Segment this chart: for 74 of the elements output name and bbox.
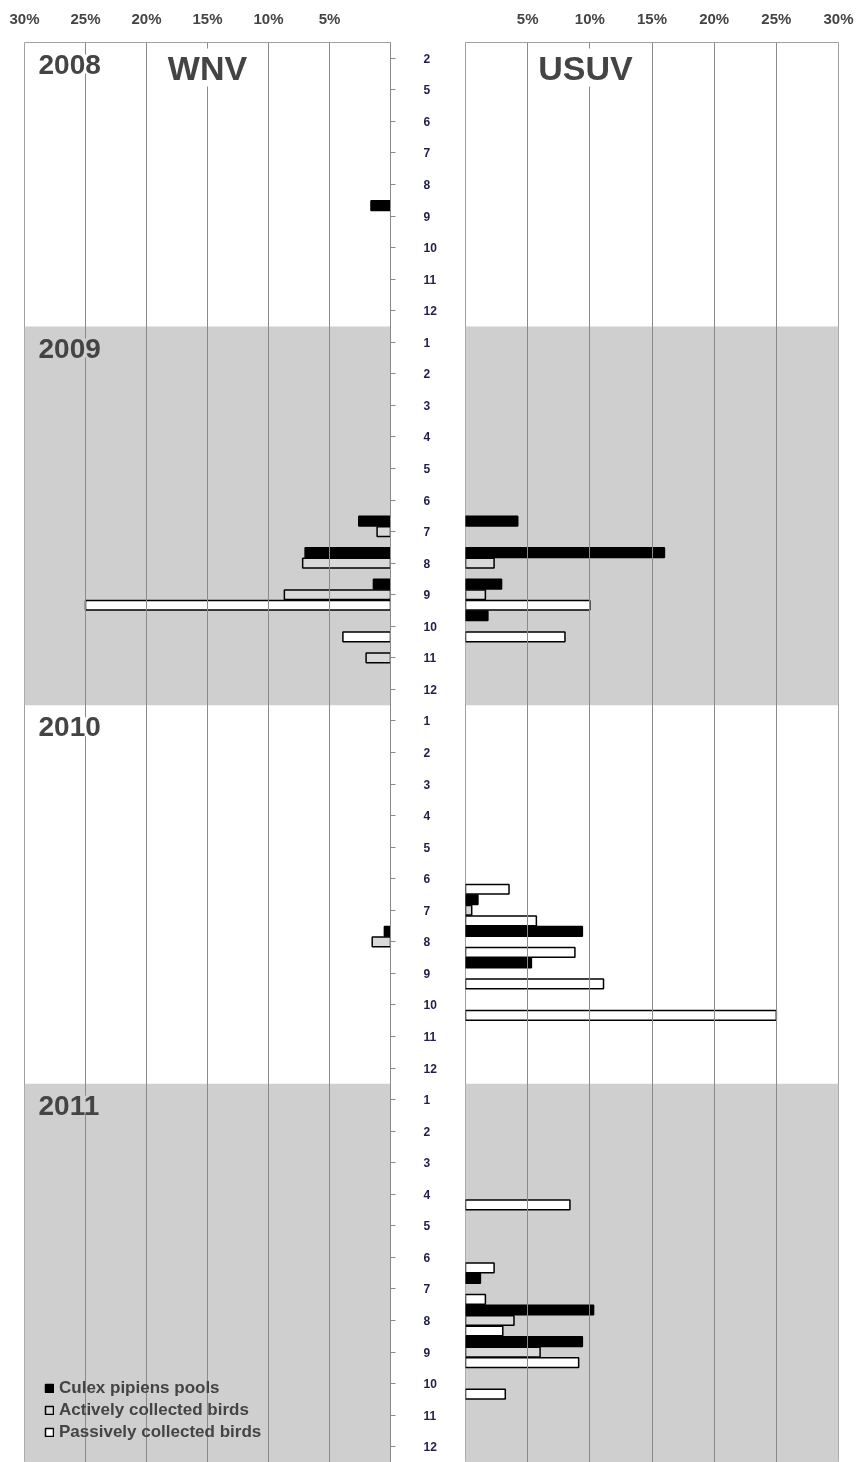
y-tick-label: 7 <box>423 525 431 540</box>
y-tick-label: 2 <box>423 51 431 66</box>
x-tick-label: 10% <box>253 9 284 27</box>
y-tick-label: 12 <box>423 1061 438 1076</box>
y-tick-label: 5 <box>423 462 431 476</box>
chart-title: USUV <box>538 48 634 87</box>
bar <box>370 199 391 212</box>
x-tick-label: 10% <box>574 9 605 27</box>
chart-title: WNV <box>167 48 248 87</box>
y-tick-label: 12 <box>423 1440 438 1455</box>
bar <box>465 515 519 527</box>
y-tick-label: 3 <box>423 777 431 792</box>
bar <box>465 1388 507 1400</box>
y-tick-label: 1 <box>423 335 431 350</box>
y-tick-label: 6 <box>423 1250 431 1265</box>
y-tick-label: 8 <box>423 178 431 192</box>
legend-label: Passively collected birds <box>59 1422 262 1442</box>
y-tick-label: 9 <box>423 209 431 224</box>
y-tick-label: 1 <box>423 714 431 729</box>
y-tick-label: 4 <box>423 430 431 445</box>
annotation: 2011 <box>38 1089 100 1121</box>
y-tick-label: 8 <box>423 556 431 571</box>
y-tick-label: 4 <box>423 809 431 824</box>
x-tick-label: 25% <box>70 9 101 27</box>
bar <box>465 1199 571 1211</box>
y-tick-label: 12 <box>423 682 438 697</box>
y-tick-label: 11 <box>423 651 437 666</box>
y-tick-label: 11 <box>423 272 437 287</box>
y-tick-label: 5 <box>423 83 431 98</box>
annotation: 2010 <box>38 711 101 743</box>
y-tick-label: 4 <box>423 1187 431 1202</box>
x-tick-label: 30% <box>823 9 854 27</box>
annotation: 2009 <box>38 332 101 364</box>
x-tick-label: 15% <box>636 9 668 27</box>
y-tick-label: 6 <box>423 493 431 508</box>
legend-label: Culex pipiens pools <box>59 1378 220 1398</box>
y-tick-label: 10 <box>423 619 438 634</box>
y-tick-label: 8 <box>423 935 431 950</box>
y-tick-label: 8 <box>423 1314 431 1328</box>
y-tick-label: 9 <box>423 966 431 981</box>
y-tick-label: 2 <box>423 1124 431 1139</box>
y-tick-label: 12 <box>423 304 438 319</box>
y-tick-label: 9 <box>423 1345 431 1360</box>
y-tick-label: 3 <box>423 398 431 413</box>
y-tick-label: 11 <box>423 1030 437 1044</box>
y-tick-label: 10 <box>423 1377 438 1392</box>
x-tick-label: 15% <box>192 9 223 27</box>
y-tick-label: 7 <box>423 146 431 161</box>
y-tick-label: 2 <box>423 367 431 382</box>
bar <box>465 631 566 643</box>
x-tick-label: 30% <box>9 9 40 27</box>
y-tick-label: 11 <box>423 1408 437 1423</box>
bar <box>342 631 391 643</box>
y-tick-label: 10 <box>423 241 438 256</box>
y-tick-label: 6 <box>423 114 431 129</box>
y-tick-label: 2 <box>423 746 431 760</box>
y-tick-label: 6 <box>423 872 431 887</box>
x-tick-label: 20% <box>699 9 730 27</box>
y-tick-label: 9 <box>423 588 431 603</box>
y-tick-label: 3 <box>423 1156 431 1171</box>
bar <box>465 1009 778 1022</box>
x-tick-label: 5% <box>516 9 539 27</box>
annotation: 2008 <box>38 48 101 80</box>
x-tick-label: 25% <box>761 9 792 27</box>
x-tick-label: 20% <box>131 9 162 27</box>
y-tick-label: 1 <box>423 1093 431 1108</box>
legend-label: Actively collected birds <box>59 1400 249 1420</box>
bar <box>465 978 605 990</box>
y-tick-label: 7 <box>423 903 431 918</box>
x-tick-label: 5% <box>318 9 341 27</box>
y-tick-label: 5 <box>423 840 431 855</box>
y-tick-label: 7 <box>423 1282 431 1297</box>
y-tick-label: 10 <box>423 998 438 1013</box>
y-tick-label: 5 <box>423 1219 431 1234</box>
